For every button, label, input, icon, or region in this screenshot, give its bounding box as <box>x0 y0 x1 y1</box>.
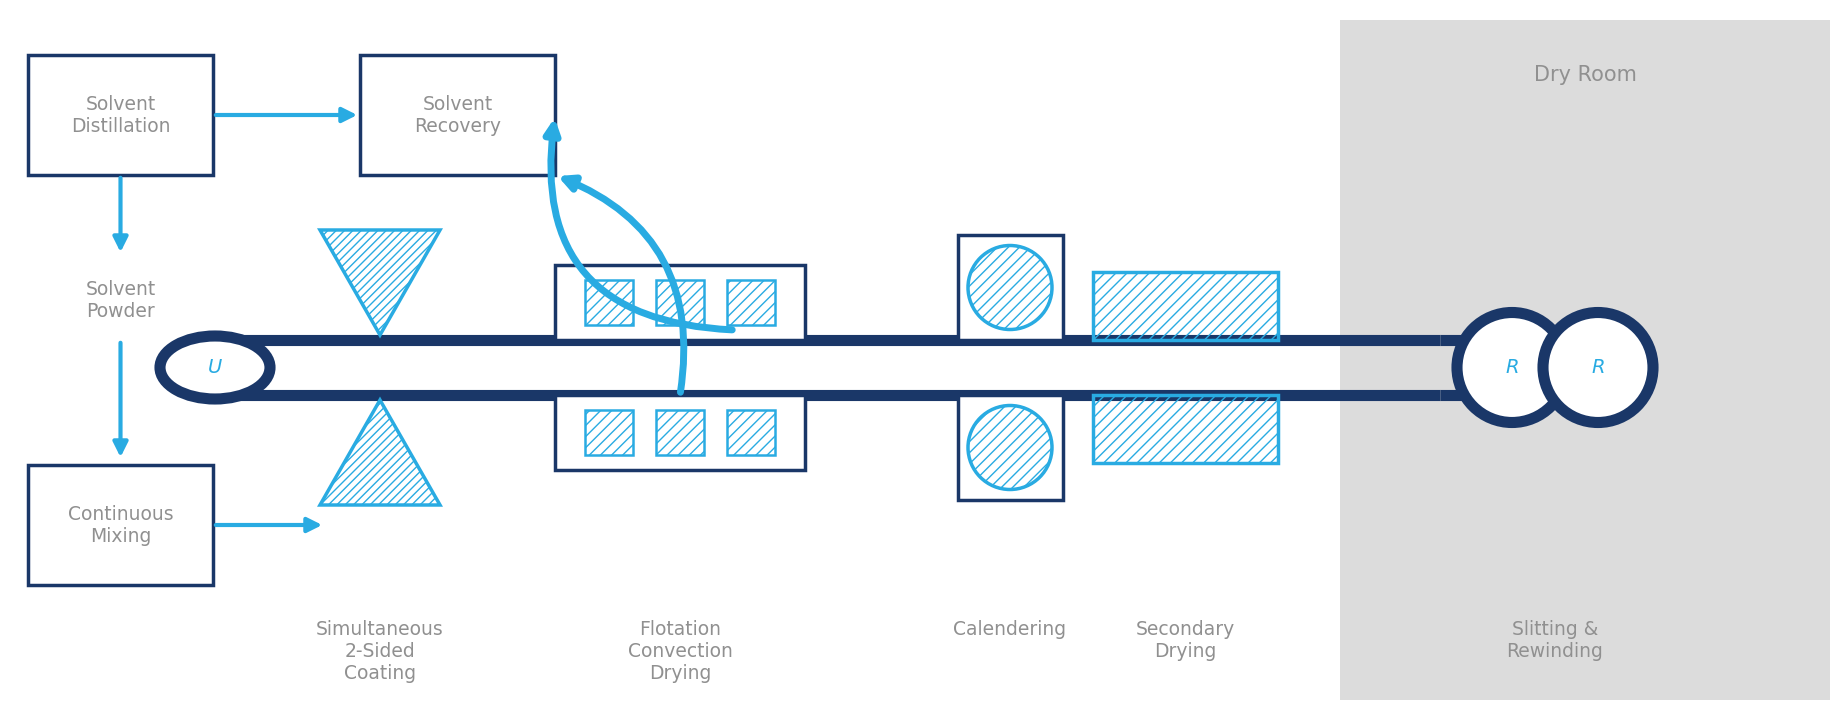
Bar <box>555 395 804 470</box>
Bar <box>1092 272 1277 340</box>
Text: Calendering: Calendering <box>953 620 1066 639</box>
Bar <box>727 280 775 325</box>
Bar <box>656 280 703 325</box>
Bar <box>584 280 634 325</box>
Bar <box>958 235 1063 340</box>
Text: Dry Room: Dry Room <box>1533 65 1636 85</box>
Text: Solvent
Recovery: Solvent Recovery <box>414 94 500 136</box>
Ellipse shape <box>159 336 269 399</box>
Bar <box>27 55 213 175</box>
Circle shape <box>1456 312 1566 423</box>
Bar <box>555 265 804 340</box>
Text: U: U <box>207 358 222 377</box>
Text: Solvent
Powder: Solvent Powder <box>86 280 156 321</box>
Text: R: R <box>1592 358 1605 377</box>
Text: Solvent
Distillation: Solvent Distillation <box>71 94 170 136</box>
Text: Simultaneous
2-Sided
Coating: Simultaneous 2-Sided Coating <box>317 620 443 683</box>
Bar <box>27 465 213 585</box>
Bar <box>1339 20 1830 700</box>
Text: Flotation
Convection
Drying: Flotation Convection Drying <box>628 620 733 683</box>
Text: Secondary
Drying: Secondary Drying <box>1136 620 1235 661</box>
Bar <box>361 55 555 175</box>
Bar <box>1092 395 1277 463</box>
Bar <box>656 410 703 455</box>
Circle shape <box>1543 312 1652 423</box>
Text: R: R <box>1506 358 1519 377</box>
Bar <box>727 410 775 455</box>
Text: Slitting &
Rewinding: Slitting & Rewinding <box>1506 620 1603 661</box>
Bar <box>584 410 634 455</box>
FancyArrowPatch shape <box>546 125 733 330</box>
FancyArrowPatch shape <box>564 178 683 392</box>
Bar <box>958 395 1063 500</box>
Text: Continuous
Mixing: Continuous Mixing <box>68 505 174 546</box>
